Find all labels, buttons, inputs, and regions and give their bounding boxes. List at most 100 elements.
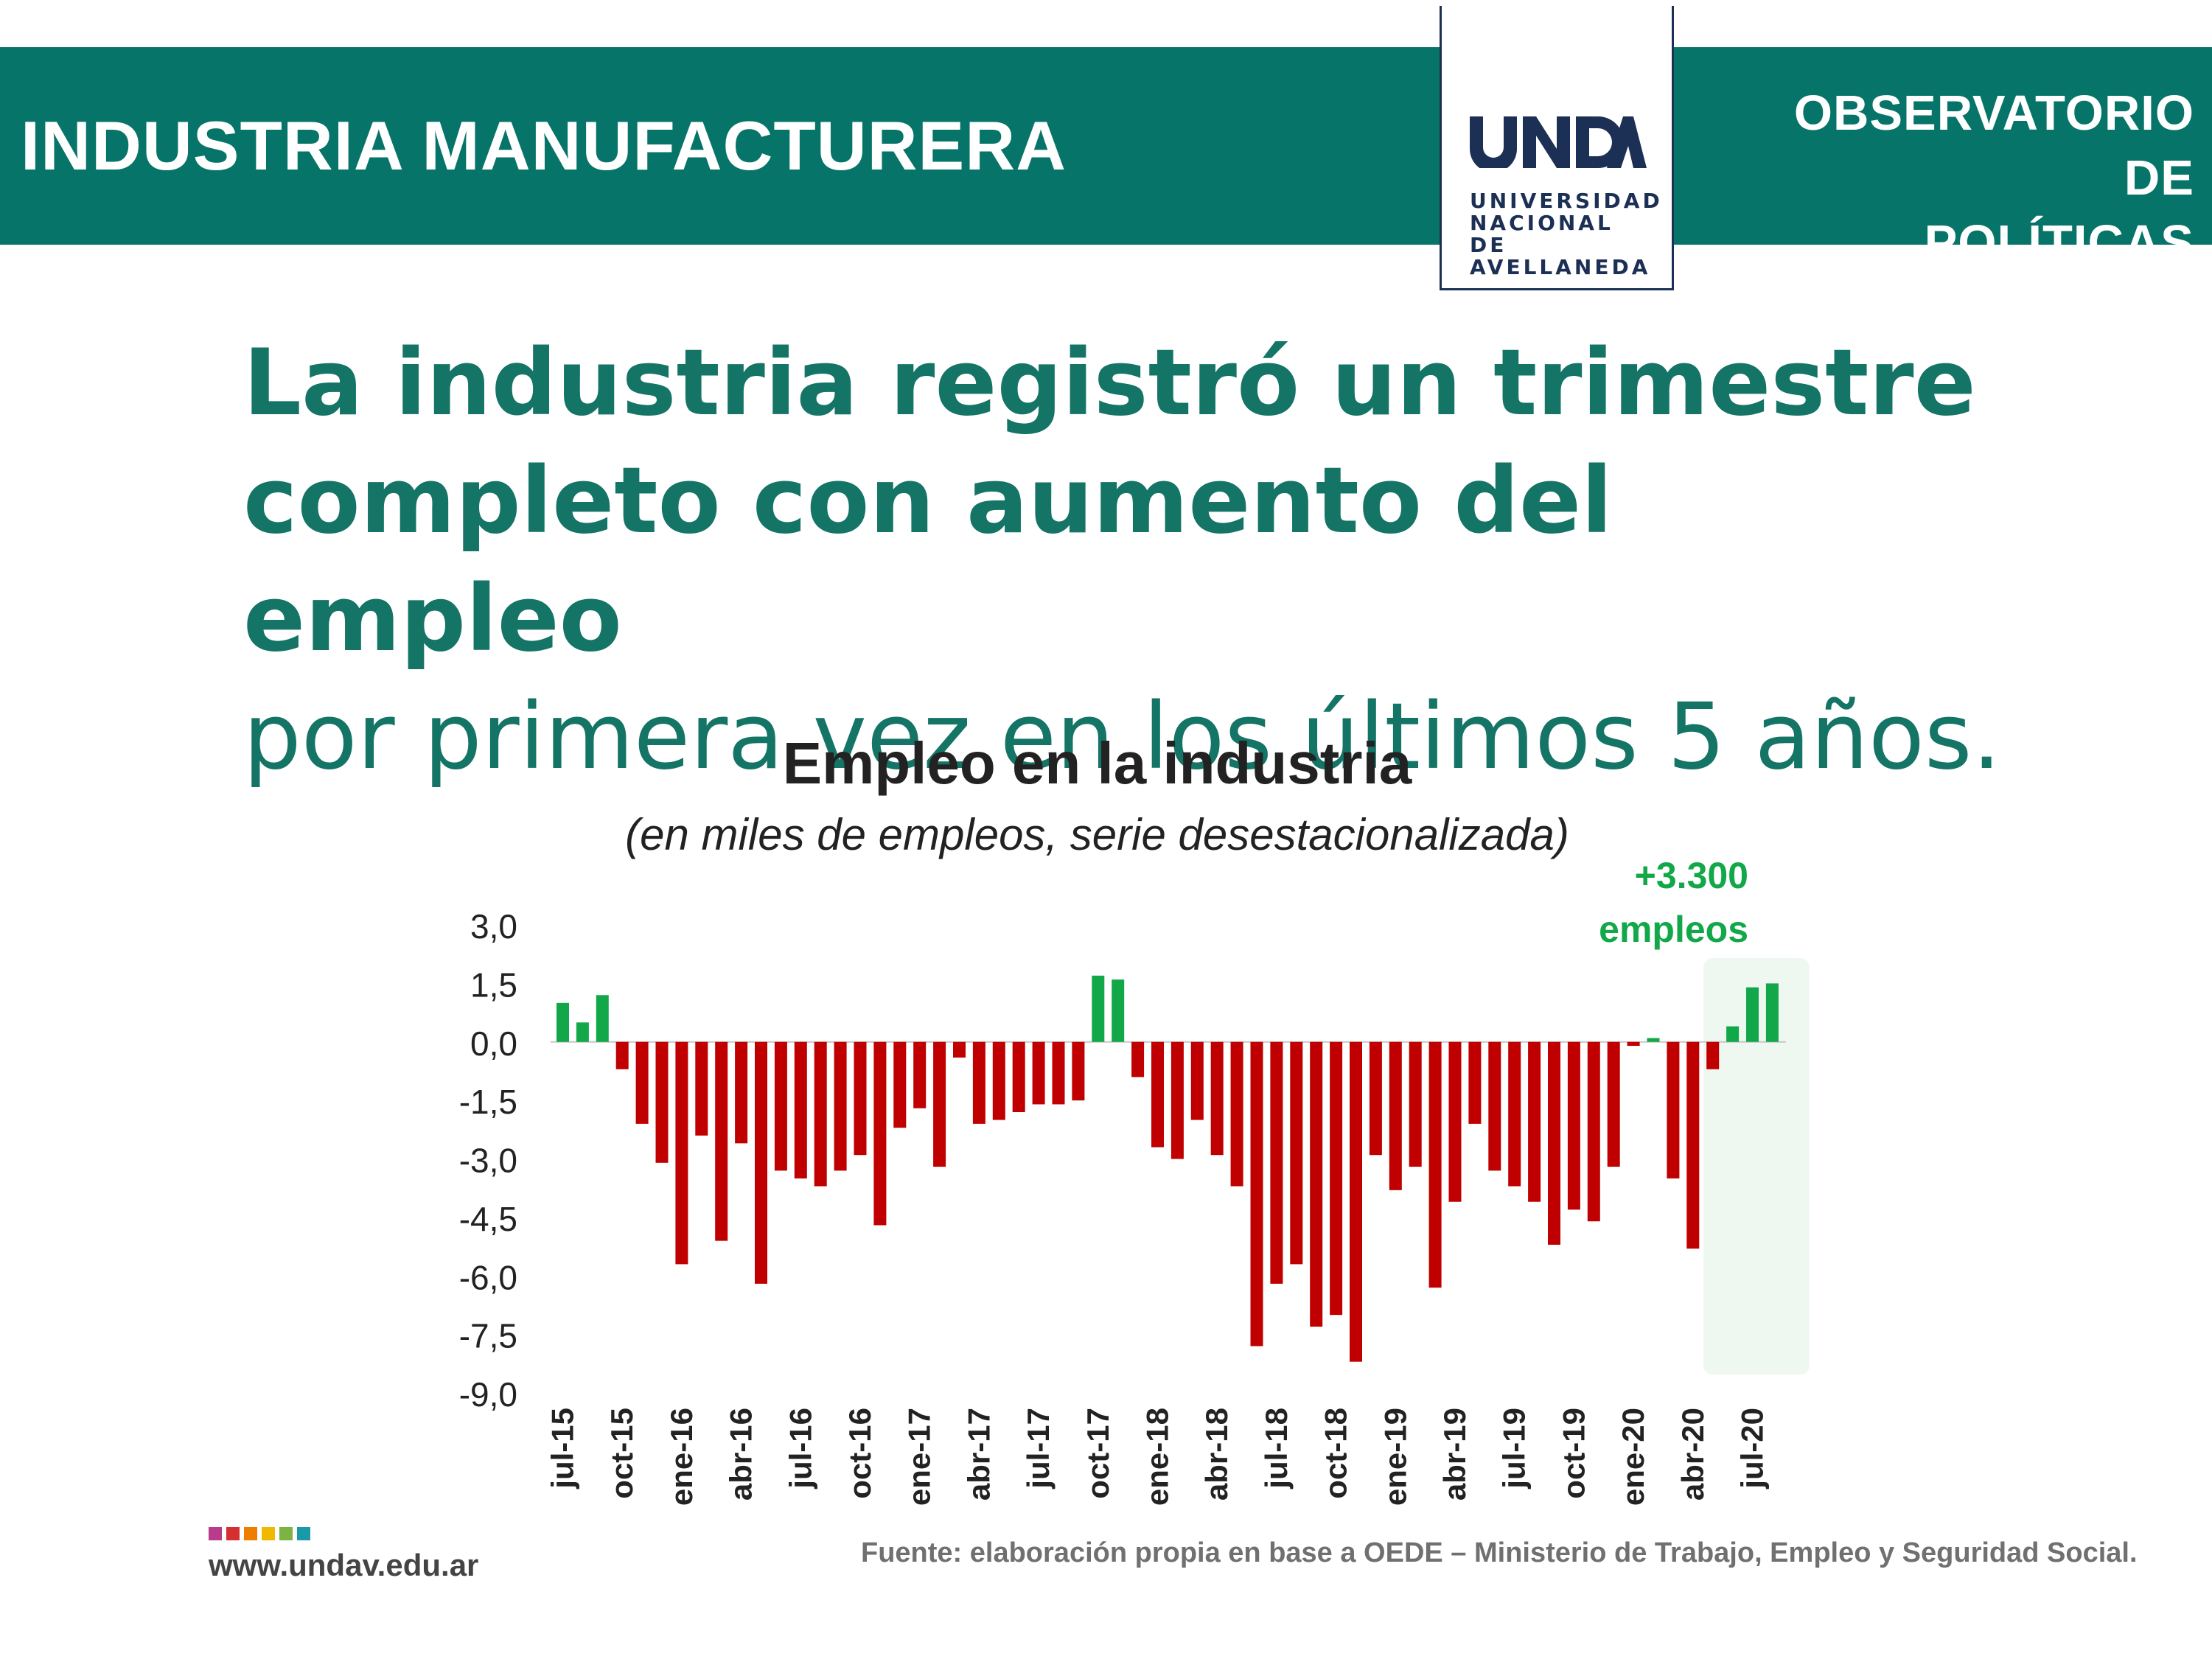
x-tick-label: ene-16 bbox=[664, 1408, 699, 1506]
chart-subtitle-text: (en miles de empleos, serie desestaciona… bbox=[625, 810, 1569, 859]
bar bbox=[814, 1041, 827, 1187]
x-tick-label: jul-17 bbox=[1021, 1408, 1056, 1489]
bar bbox=[1131, 1041, 1145, 1078]
bar bbox=[557, 1002, 569, 1042]
bar bbox=[1330, 1041, 1343, 1316]
bar bbox=[1369, 1041, 1382, 1156]
bar bbox=[615, 1041, 629, 1069]
y-tick-label: 1,5 bbox=[470, 965, 517, 1004]
bar bbox=[794, 1041, 807, 1178]
headline-line-1: La industria registró un trimestre bbox=[243, 330, 1976, 436]
undav-logo-mark bbox=[1470, 116, 1647, 168]
bar bbox=[854, 1041, 867, 1156]
bar bbox=[1468, 1041, 1482, 1124]
x-tick-label: ene-18 bbox=[1140, 1408, 1175, 1506]
x-tick-label: ene-17 bbox=[902, 1408, 937, 1506]
x-tick-label: oct-16 bbox=[842, 1408, 877, 1499]
x-tick-label: abr-20 bbox=[1675, 1408, 1710, 1501]
bar bbox=[1350, 1041, 1362, 1362]
bar bbox=[893, 1041, 907, 1128]
bar bbox=[655, 1041, 669, 1163]
bar bbox=[1290, 1041, 1303, 1265]
y-tick-label: -7,5 bbox=[459, 1317, 517, 1355]
bar bbox=[1032, 1041, 1045, 1105]
headline-line-3: por primera vez en los últimos 5 años. bbox=[243, 684, 2001, 790]
bar bbox=[1548, 1041, 1560, 1245]
brand-dot bbox=[226, 1527, 240, 1540]
x-tick-label: jul-20 bbox=[1735, 1408, 1770, 1489]
x-tick-label: abr-19 bbox=[1437, 1408, 1472, 1501]
headline-line-2: completo con aumento del empleo bbox=[243, 448, 1613, 672]
bar bbox=[1686, 1041, 1700, 1249]
bar bbox=[1092, 975, 1105, 1042]
x-tick-label: oct-19 bbox=[1556, 1408, 1591, 1499]
bar bbox=[1746, 987, 1759, 1042]
bar bbox=[873, 1041, 887, 1226]
source-note: Fuente: elaboración propia en base a OED… bbox=[861, 1537, 2138, 1568]
y-tick-label: -3,0 bbox=[459, 1142, 517, 1180]
bar bbox=[1012, 1041, 1025, 1112]
x-tick-label: oct-17 bbox=[1081, 1408, 1115, 1499]
bar bbox=[953, 1041, 966, 1058]
bar bbox=[1488, 1041, 1501, 1171]
x-tick-label: abr-17 bbox=[961, 1408, 996, 1501]
bar bbox=[1151, 1041, 1164, 1148]
observatory-line-1: OBSERVATORIO DE bbox=[1793, 85, 2194, 206]
brand-dot bbox=[262, 1527, 275, 1540]
annotation-value: +3.300 bbox=[1635, 855, 1748, 896]
brand-dot bbox=[279, 1527, 293, 1540]
bar bbox=[834, 1041, 847, 1171]
header-banner bbox=[0, 47, 2212, 245]
x-tick-label: ene-20 bbox=[1616, 1408, 1650, 1506]
bar bbox=[1765, 983, 1779, 1042]
bar bbox=[576, 1022, 589, 1042]
bar bbox=[1170, 1041, 1184, 1159]
chart-title: Empleo en la industria bbox=[0, 730, 2212, 797]
bar bbox=[1072, 1041, 1085, 1101]
section-title: INDUSTRIA MANUFACTURERA bbox=[21, 107, 1067, 184]
observatory-line-2: POLÍTICAS PÚBLICAS bbox=[1924, 215, 2194, 335]
x-tick-label: jul-18 bbox=[1259, 1408, 1294, 1489]
undav-logo-text: UNIVERSIDAD NACIONAL DE AVELLANEDA bbox=[1470, 189, 1663, 279]
highlight-region bbox=[1703, 958, 1810, 1375]
x-tick-label: jul-19 bbox=[1497, 1408, 1532, 1489]
y-tick-label: 0,0 bbox=[470, 1024, 517, 1063]
bar bbox=[635, 1041, 649, 1124]
bar bbox=[1528, 1041, 1541, 1202]
x-tick-label: jul-16 bbox=[783, 1408, 817, 1489]
bar bbox=[1627, 1041, 1640, 1047]
x-tick-label: ene-19 bbox=[1378, 1408, 1412, 1506]
bar bbox=[1230, 1041, 1243, 1187]
brand-dot bbox=[244, 1527, 257, 1540]
y-tick-label: 3,0 bbox=[470, 907, 517, 946]
bar bbox=[1428, 1041, 1442, 1288]
annotation-label: empleos bbox=[1599, 909, 1748, 950]
website-link[interactable]: www.undav.edu.ar bbox=[209, 1548, 479, 1582]
bar bbox=[695, 1041, 708, 1136]
bar bbox=[1647, 1038, 1660, 1042]
headline: La industria registró un trimestre compl… bbox=[243, 324, 2012, 796]
bar bbox=[1667, 1041, 1680, 1178]
logo-line-1: UNIVERSIDAD bbox=[1470, 189, 1663, 213]
brand-dot bbox=[209, 1527, 222, 1540]
observatory-title: OBSERVATORIO DE POLÍTICAS PÚBLICAS bbox=[1723, 81, 2194, 340]
bar bbox=[735, 1041, 748, 1144]
bar bbox=[1567, 1041, 1580, 1210]
bar bbox=[1112, 979, 1125, 1042]
bar bbox=[913, 1041, 927, 1108]
x-tick-label: abr-16 bbox=[724, 1408, 758, 1501]
bar bbox=[1448, 1041, 1462, 1202]
bar bbox=[1587, 1041, 1600, 1222]
bar bbox=[992, 1041, 1005, 1120]
brand-dot bbox=[297, 1527, 310, 1540]
bar bbox=[1389, 1041, 1402, 1190]
y-tick-label: -6,0 bbox=[459, 1258, 517, 1296]
undav-logo[interactable]: UNIVERSIDAD NACIONAL DE AVELLANEDA bbox=[1440, 6, 1674, 290]
x-tick-label: abr-18 bbox=[1199, 1408, 1234, 1501]
x-tick-label: oct-18 bbox=[1319, 1408, 1353, 1499]
bar bbox=[1726, 1026, 1740, 1042]
y-tick-label: -1,5 bbox=[459, 1083, 517, 1121]
bar bbox=[1190, 1041, 1204, 1120]
chart-subtitle: (en miles de empleos, serie desestaciona… bbox=[0, 809, 2212, 860]
